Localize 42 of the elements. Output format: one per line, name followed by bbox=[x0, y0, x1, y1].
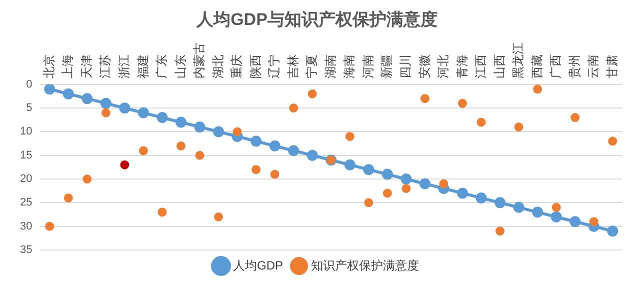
x-tick-label: 河北 bbox=[436, 54, 450, 78]
x-tick-label: 福建 bbox=[136, 54, 150, 78]
x-tick-label: 山西 bbox=[492, 54, 506, 78]
y-tick-label: 15 bbox=[20, 149, 32, 162]
x-tick-label: 甘肃 bbox=[604, 54, 619, 78]
x-tick-label: 北京 bbox=[42, 54, 56, 78]
y-tick-label: 30 bbox=[20, 220, 32, 232]
x-tick-label: 西藏 bbox=[530, 54, 544, 78]
x-tick-label: 青海 bbox=[454, 54, 469, 78]
chart-title: 人均GDP与知识产权保护满意度 bbox=[196, 10, 438, 29]
x-tick-label: 宁夏 bbox=[304, 54, 319, 78]
x-tick-label: 内蒙古 bbox=[192, 42, 206, 78]
x-tick-label: 四川 bbox=[398, 54, 412, 78]
x-tick-label: 湖南 bbox=[323, 54, 338, 78]
x-tick-label: 重庆 bbox=[230, 54, 244, 78]
x-tick-label: 天津 bbox=[79, 54, 94, 78]
y-tick-label: 5 bbox=[26, 102, 32, 114]
x-tick-label: 广西 bbox=[548, 54, 563, 78]
x-tick-label: 吉林 bbox=[286, 54, 300, 78]
legend-label: 知识产权保护满意度 bbox=[311, 258, 419, 272]
x-tick-label: 湖北 bbox=[210, 54, 225, 78]
x-tick-label: 河南 bbox=[360, 54, 375, 78]
x-tick-label: 江西 bbox=[474, 54, 488, 78]
x-tick-label: 陕西 bbox=[248, 54, 262, 78]
legend-label: 人均GDP bbox=[233, 258, 284, 272]
x-tick-label: 黑龙江 bbox=[511, 42, 526, 78]
x-tick-label: 浙江 bbox=[117, 54, 131, 78]
y-tick-label: 20 bbox=[20, 173, 32, 186]
x-tick-label: 安徽 bbox=[417, 54, 432, 78]
x-tick-label: 新疆 bbox=[380, 54, 394, 78]
x-tick-label: 云南 bbox=[586, 54, 600, 78]
x-tick-label: 辽宁 bbox=[267, 54, 282, 78]
y-tick-label: 35 bbox=[20, 244, 32, 256]
x-tick-label: 广东 bbox=[154, 54, 169, 78]
x-tick-label: 贵州 bbox=[567, 54, 582, 78]
x-tick-label: 海南 bbox=[342, 54, 356, 78]
x-tick-label: 江苏 bbox=[98, 54, 112, 78]
x-tick-label: 上海 bbox=[60, 54, 75, 78]
y-tick-label: 25 bbox=[20, 196, 32, 209]
x-tick-label: 山东 bbox=[173, 54, 188, 78]
y-tick-label: 0 bbox=[26, 78, 32, 90]
y-tick-label: 10 bbox=[20, 126, 32, 138]
